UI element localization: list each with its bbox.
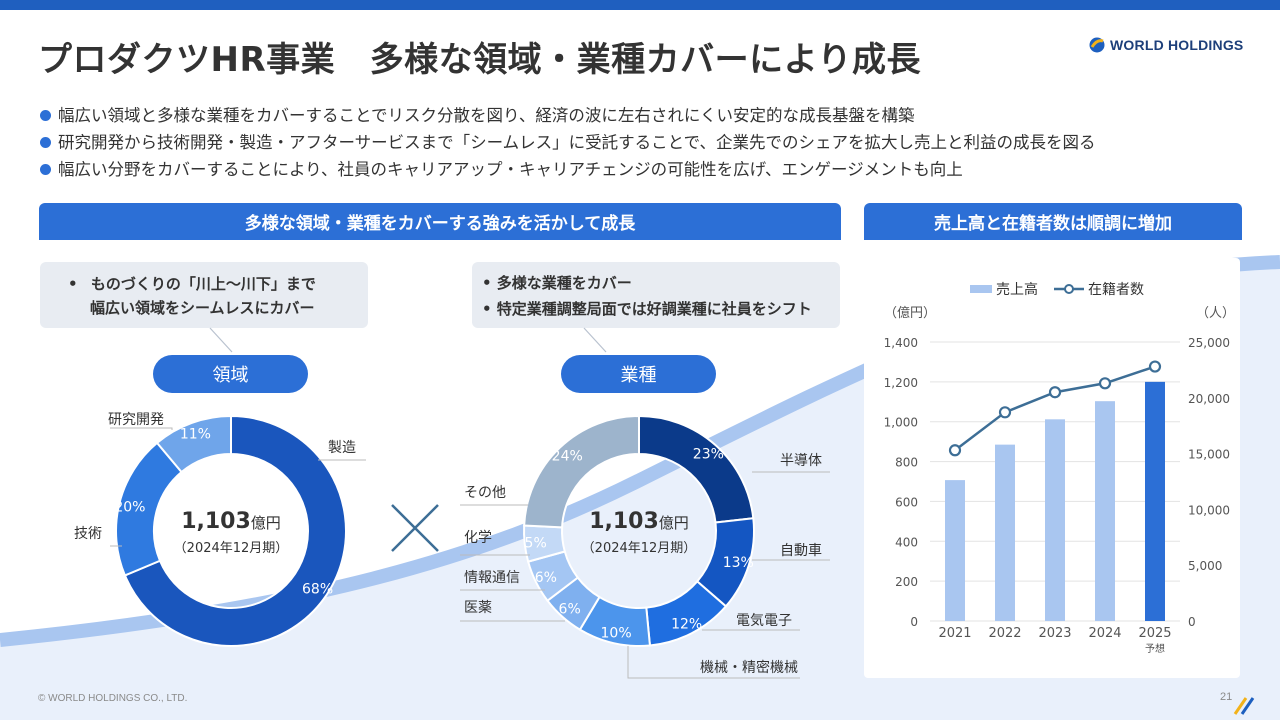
page-title: プロダクツHR事業 多様な領域・業種カバーにより成長	[38, 40, 921, 80]
bullet-item: 研究開発から技術開発・製造・アフターサービスまで「シームレス」に受託することで、…	[40, 129, 1096, 156]
domain-pill: 領域	[153, 355, 308, 393]
callout-line: ものづくりの「川上～川下」まで	[90, 275, 316, 293]
callout-bullet: •	[68, 275, 78, 293]
left-section-header: 多様な領域・業種をカバーする強みを活かして成長	[39, 203, 841, 240]
bullet-item: 幅広い分野をカバーすることにより、社員のキャリアアップ・キャリアチェンジの可能性…	[40, 156, 1096, 183]
right-section-header: 売上高と在籍者数は順調に増加	[864, 203, 1242, 240]
company-logo: WORLD HOLDINGS	[1088, 36, 1243, 54]
sales-chart-panel	[864, 258, 1240, 678]
page-number: 21	[1220, 691, 1233, 703]
domain-callout: • ものづくりの「川上～川下」まで 幅広い領域をシームレスにカバー	[40, 262, 368, 328]
callout-line: • 特定業種調整局面では好調業種に社員をシフト	[482, 300, 812, 318]
world-holdings-logo-icon	[1089, 37, 1105, 53]
bullet-item: 幅広い領域と多様な業種をカバーすることでリスク分散を図り、経済の波に左右されにく…	[40, 102, 1096, 129]
summary-bullets: 幅広い領域と多様な業種をカバーすることでリスク分散を図り、経済の波に左右されにく…	[40, 102, 1096, 183]
industry-callout: • 多様な業種をカバー • 特定業種調整局面では好調業種に社員をシフト	[472, 262, 840, 328]
logo-text: WORLD HOLDINGS	[1110, 37, 1244, 53]
callout-line: • 多様な業種をカバー	[482, 274, 632, 292]
industry-pill: 業種	[561, 355, 716, 393]
corner-stripes-icon	[1233, 697, 1255, 715]
copyright: © WORLD HOLDINGS CO., LTD.	[38, 693, 188, 704]
top-accent-bar	[0, 0, 1280, 10]
callout-line: 幅広い領域をシームレスにカバー	[90, 299, 315, 317]
